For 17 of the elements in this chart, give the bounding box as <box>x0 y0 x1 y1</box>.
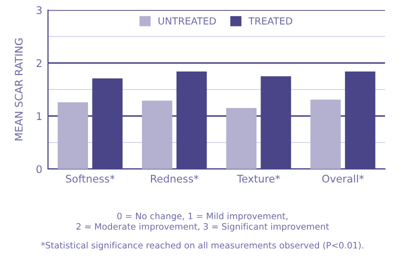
bar <box>142 100 172 169</box>
text: *Statistical significance reached on all measurements observed (P<0.01). <box>41 242 364 250</box>
x-tick-label: Redness* <box>150 174 198 183</box>
legend-label: UNTREATED <box>158 17 216 25</box>
text: 0 = No change, 1 = Mild improvement, 2 = Moderate improvement, 3 = Significant improvement <box>76 212 329 232</box>
bar <box>226 108 257 169</box>
y-tick-label: 2 <box>36 59 42 67</box>
y-axis-title: MEAN SCAR RATING <box>14 38 23 140</box>
y-tick-label: 3 <box>36 6 42 14</box>
y-tick-label: 0 <box>36 165 42 174</box>
bar <box>58 102 88 169</box>
x-tick-label: Overall* <box>322 174 364 183</box>
legend-label: TREATED <box>248 17 292 24</box>
y-tick-label: 1 <box>36 112 42 120</box>
x-tick-label: Softness* <box>66 174 115 183</box>
bar <box>310 100 341 169</box>
x-tick-label: Texture* <box>236 174 280 183</box>
